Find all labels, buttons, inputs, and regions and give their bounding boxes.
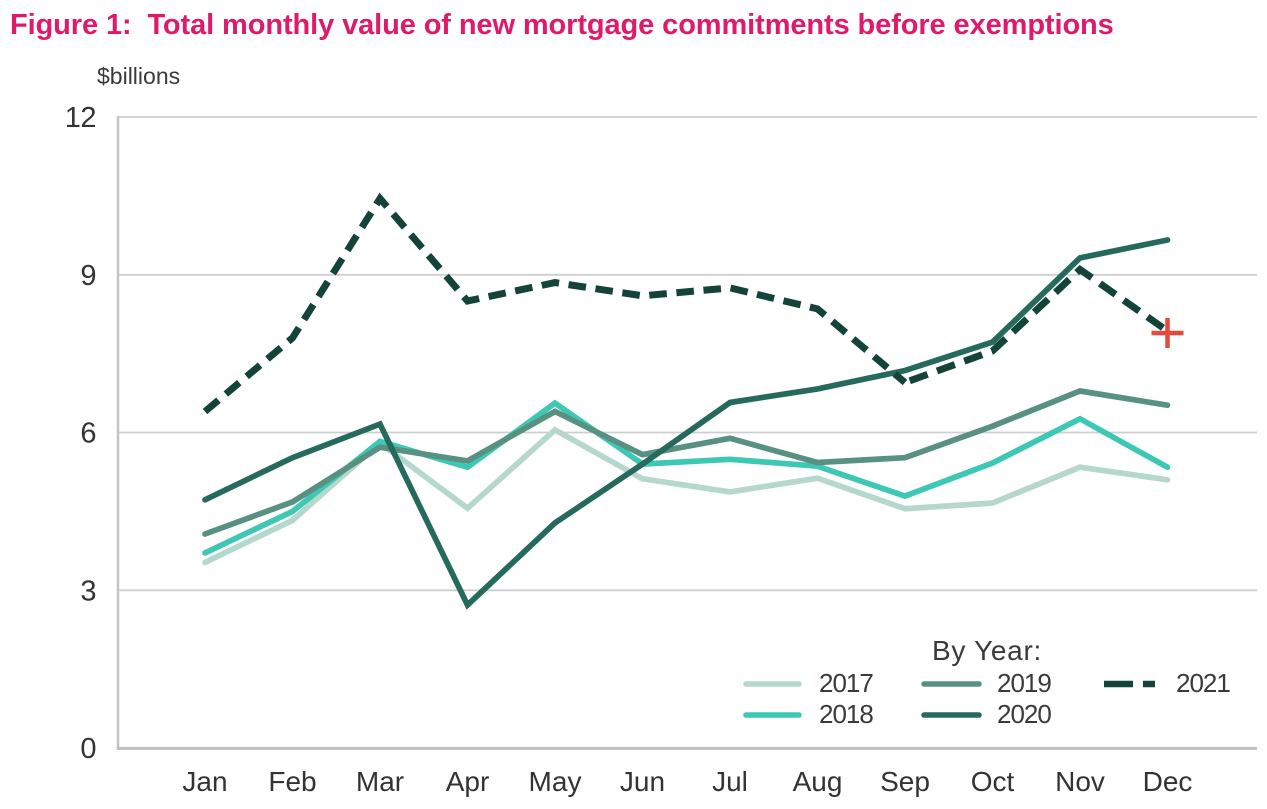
svg-text:Oct: Oct	[971, 766, 1015, 797]
svg-text:9: 9	[80, 260, 96, 292]
svg-text:6: 6	[80, 418, 96, 450]
svg-text:2017: 2017	[819, 668, 873, 698]
svg-text:2018: 2018	[819, 699, 873, 729]
svg-text:Feb: Feb	[268, 766, 316, 797]
svg-text:0: 0	[80, 733, 96, 765]
svg-text:Figure 1: Total monthly value: Figure 1: Total monthly value of new mor…	[10, 9, 1114, 41]
svg-text:Aug: Aug	[793, 766, 843, 797]
svg-text:2021: 2021	[1176, 668, 1230, 698]
svg-text:May: May	[529, 766, 582, 797]
svg-text:Nov: Nov	[1055, 766, 1105, 797]
svg-text:2019: 2019	[997, 668, 1051, 698]
svg-text:By Year:: By Year:	[932, 635, 1042, 666]
svg-text:12: 12	[65, 102, 96, 134]
svg-text:Jan: Jan	[182, 766, 227, 797]
svg-text:Jun: Jun	[620, 766, 665, 797]
svg-text:Jul: Jul	[712, 766, 748, 797]
svg-text:Sep: Sep	[880, 766, 930, 797]
svg-text:3: 3	[80, 575, 96, 607]
svg-text:Apr: Apr	[446, 766, 490, 797]
svg-text:2020: 2020	[997, 699, 1051, 729]
svg-text:Mar: Mar	[356, 766, 404, 797]
svg-text:Dec: Dec	[1143, 766, 1193, 797]
svg-text:$billions: $billions	[97, 63, 180, 89]
